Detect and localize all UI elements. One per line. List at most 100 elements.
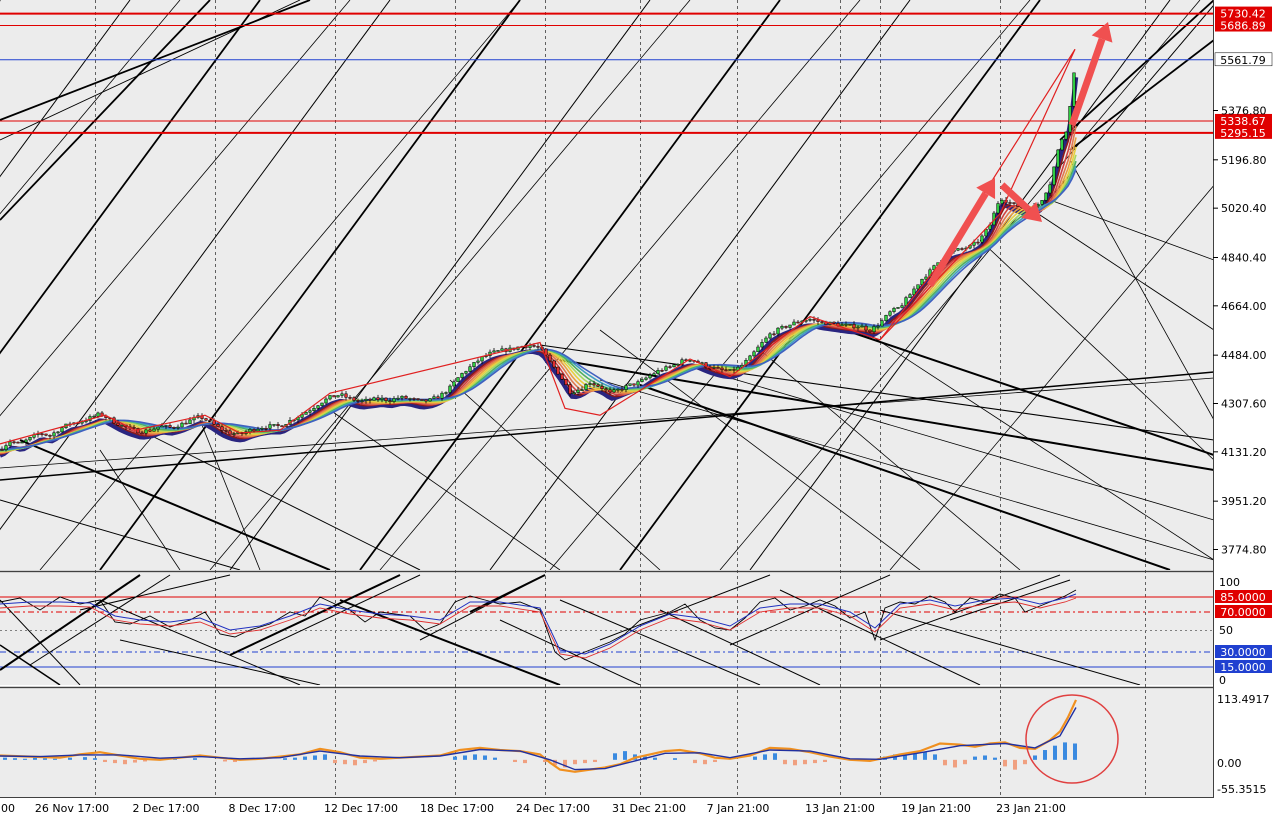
candle-bear [264, 427, 268, 430]
time-tick-label: 2 Dec 17:00 [133, 802, 200, 815]
trend-line [379, 0, 861, 570]
price-tick-label: 4840.40 [1221, 251, 1267, 264]
candle-bear [716, 367, 720, 369]
candle-bear [632, 383, 636, 386]
candle-bear [16, 441, 20, 444]
candle-bull [780, 326, 784, 329]
trend-line [599, 329, 921, 570]
candle-bull [468, 366, 472, 372]
candle-bear [212, 420, 216, 425]
candle-bull [624, 385, 628, 390]
macd-histogram-bar [1063, 742, 1067, 760]
macd-histogram-bar [373, 759, 377, 762]
candle-bear [564, 379, 568, 386]
price-level-label-bg [1214, 52, 1273, 67]
macd-tick-label: 0.00 [1217, 757, 1242, 770]
macd-histogram-bar [783, 759, 787, 765]
candle-bear [384, 397, 388, 401]
time-tick-label: 00 [1, 802, 15, 815]
candle-bear [732, 369, 736, 371]
macd-histogram-bar [343, 759, 347, 765]
oscillator-tick-label: 50 [1219, 624, 1233, 637]
oscillator-panel-background [0, 573, 1214, 685]
candle-bull [768, 333, 772, 339]
price-level-label: 5338.67 [1220, 115, 1266, 128]
trend-line [229, 0, 651, 570]
candle-bear [348, 397, 352, 399]
macd-histogram-bar [13, 758, 17, 760]
trend-line [1069, 39, 1214, 151]
trend-arrow [999, 182, 1042, 222]
oscillator-tick-label: 0 [1219, 674, 1226, 687]
candle-bull [308, 410, 312, 413]
oscillator-tick-label: 100 [1219, 576, 1240, 589]
oscillator-trend-line [119, 639, 321, 685]
price-tick-label: 4484.00 [1221, 349, 1267, 362]
candle-bear [592, 383, 596, 386]
candle-bear [220, 426, 224, 431]
candle-bull [776, 327, 780, 335]
candle-bull [28, 437, 32, 441]
candle-bull [664, 366, 668, 371]
candle-bear [1008, 202, 1012, 204]
macd-histogram-bar [923, 752, 927, 760]
macd-histogram-bar [93, 758, 97, 760]
macd-histogram-bar [293, 757, 297, 760]
trend-arrow [1068, 22, 1113, 127]
candle-bull [956, 248, 960, 251]
candle-bull [460, 373, 464, 378]
price-tick-label: 5020.40 [1221, 202, 1267, 215]
trend-line [0, 0, 181, 215]
oscillator-d-line [0, 593, 1077, 655]
candle-bear [704, 362, 708, 368]
time-tick-label: 12 Dec 17:00 [324, 802, 398, 815]
candle-bull [580, 389, 584, 391]
macd-histogram-bar [1043, 750, 1047, 760]
oscillator-trend-line [99, 599, 301, 685]
candle-bear [356, 400, 360, 402]
oscillator-trend-line [779, 589, 981, 685]
candle-bull [1000, 199, 1004, 204]
candle-bull [856, 326, 860, 329]
trend-line [719, 0, 1201, 570]
candle-bull [164, 425, 168, 427]
candle-bull [60, 427, 64, 433]
candle-bull [1044, 192, 1048, 201]
oscillator-level-bg [1215, 605, 1272, 618]
trend-line [0, 0, 391, 531]
oscillator-trend-line [229, 574, 401, 656]
candle-bull [396, 397, 400, 400]
time-tick-label: 13 Jan 21:00 [805, 802, 875, 815]
candle-bull [972, 241, 976, 246]
trend-line [0, 0, 261, 355]
candle-bull [884, 315, 888, 321]
oscillator-level-bg [1215, 590, 1272, 603]
price-level-label-bg [1215, 125, 1272, 139]
candle-bull [996, 203, 1000, 214]
macd-histogram-bar [283, 758, 287, 760]
macd-panel [0, 694, 1119, 784]
price-level-label: 5561.79 [1220, 54, 1266, 67]
macd-histogram-bar [823, 759, 827, 763]
trend-line [599, 379, 1214, 561]
candle-bull [652, 373, 656, 376]
candle-bear [720, 367, 724, 371]
candle-bull [980, 235, 984, 243]
time-tick-label: 26 Nov 17:00 [35, 802, 109, 815]
oscillator-trend-line [0, 644, 61, 685]
trend-line [0, 377, 1214, 469]
time-axis[interactable]: 00 26 Nov 17:00 2 Dec 17:00 8 Dec 17:00 12 D… [1, 802, 1066, 815]
candle-bear [424, 399, 428, 402]
macd-histogram-bar [1003, 759, 1007, 767]
candle-bear [140, 432, 144, 435]
highlight-circle [1025, 694, 1119, 784]
candle-bull [908, 294, 912, 298]
macd-histogram-bar [953, 759, 957, 768]
macd-histogram-bar [813, 759, 817, 764]
candle-bear [44, 433, 48, 436]
candle-bull [500, 348, 504, 351]
trend-line [209, 0, 691, 570]
candle-bull [924, 276, 928, 280]
